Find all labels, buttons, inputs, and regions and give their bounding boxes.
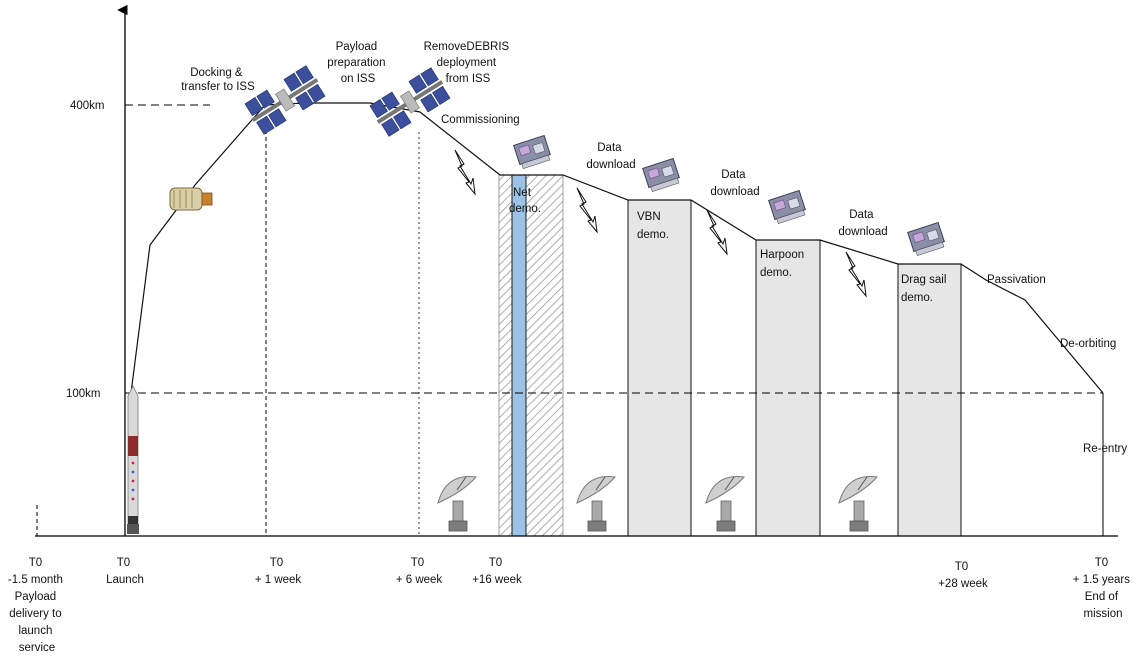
- harpoon-demo-box: [755, 239, 821, 537]
- net-demo-label: Net demo.: [509, 187, 541, 215]
- vbn-demo-label: VBN demo.: [637, 211, 669, 241]
- t-week6-label: T0 + 6 week: [396, 557, 443, 586]
- vbn-demo-box: [627, 199, 692, 537]
- cargo-vehicle-icon: [169, 187, 213, 211]
- net-demo-hatch-box: [498, 174, 564, 537]
- docking-label: Docking & transfer to ISS: [181, 67, 255, 93]
- payload-prep-label: Payload preparation on ISS: [327, 41, 388, 85]
- ground-antenna-icon: [838, 476, 878, 532]
- satellite-icon: [907, 221, 945, 256]
- ground-antenna-icon: [576, 476, 616, 532]
- demo-boxes: [498, 174, 962, 537]
- ground-antennas: [437, 476, 878, 532]
- dragsail-demo-label: Drag sail demo.: [901, 274, 950, 304]
- data-download-label: Data download: [838, 209, 887, 238]
- ground-antenna-icon: [437, 476, 477, 532]
- timeline-labels: T0 -1.5 month Payload delivery to launch…: [8, 557, 1133, 654]
- lightning-icon: [706, 209, 728, 256]
- t-minus-label: T0 -1.5 month Payload delivery to launch…: [8, 557, 66, 654]
- deorbiting-label: De-orbiting: [1060, 338, 1116, 350]
- label-400km: 400km: [70, 100, 105, 112]
- t-week28-label: T0 +28 week: [938, 561, 988, 590]
- lightning-icon: [576, 187, 598, 234]
- satellite-icon: [642, 157, 680, 192]
- satellite-icon: [768, 189, 806, 224]
- satellite-icon: [513, 134, 551, 169]
- label-100km: 100km: [66, 388, 101, 400]
- deployment-label: RemoveDEBRIS deployment from ISS: [424, 41, 513, 85]
- t-week16-label: T0 +16 week: [472, 557, 522, 586]
- demo-labels: Net demo. VBN demo. Harpoon demo. Drag s…: [509, 187, 950, 304]
- axes: 400km 100km: [35, 4, 1118, 537]
- satellites: [513, 134, 945, 256]
- t-week1-label: T0 + 1 week: [255, 557, 302, 586]
- harpoon-demo-label: Harpoon demo.: [760, 249, 807, 279]
- net-demo-band: [511, 174, 527, 537]
- t-end-label: T0 + 1.5 years End of mission: [1073, 557, 1133, 620]
- passivation-label: Passivation: [987, 274, 1046, 286]
- iss-icon: [244, 65, 326, 135]
- lightning-bolts: [454, 149, 867, 298]
- rocket-icon: [127, 385, 139, 534]
- lightning-icon: [454, 149, 476, 196]
- iss-icon: [369, 67, 451, 137]
- reentry-label: Re-entry: [1083, 443, 1127, 455]
- data-download-label: Data download: [586, 142, 635, 171]
- commissioning-label: Commissioning: [441, 114, 520, 126]
- data-download-label: Data download: [710, 169, 759, 198]
- phase-labels: Docking & transfer to ISS Payload prepar…: [181, 41, 1127, 455]
- dragsail-demo-box: [897, 263, 962, 537]
- t-launch-label: T0 Launch: [106, 557, 144, 586]
- ground-antenna-icon: [705, 476, 745, 532]
- lightning-icon: [845, 251, 867, 298]
